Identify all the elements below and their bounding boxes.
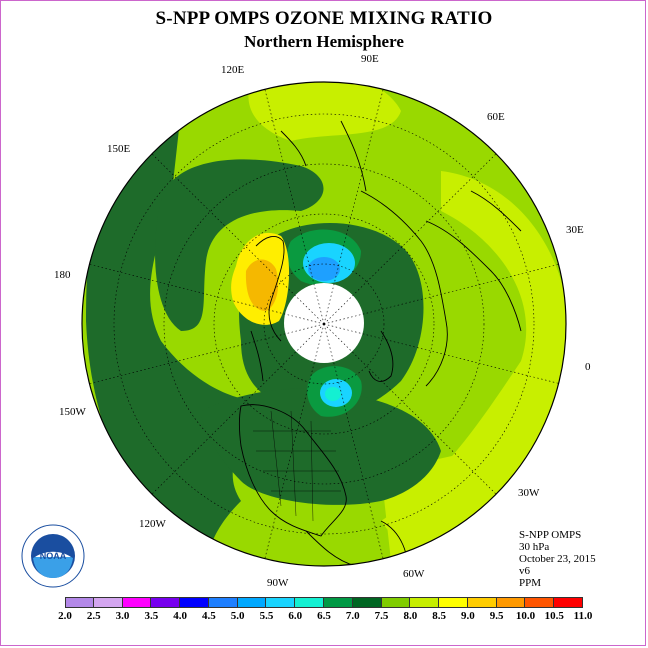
lon-label-120w: 120W bbox=[139, 518, 166, 530]
colorbar-cell bbox=[122, 597, 152, 608]
colorbar-tick-label: 4.0 bbox=[173, 610, 187, 622]
state-boundaries bbox=[253, 410, 341, 522]
lon-label-120e: 120E bbox=[221, 64, 245, 76]
info-units: PPM bbox=[519, 577, 542, 589]
lon-label-150w: 150W bbox=[59, 406, 86, 418]
coastlines bbox=[239, 120, 522, 566]
colorbar-cell bbox=[496, 597, 526, 608]
colorbar-cell bbox=[352, 597, 382, 608]
lon-label-60e: 60E bbox=[487, 111, 505, 123]
colorbar-tick-label: 2.0 bbox=[58, 610, 72, 622]
lon-label-0: 0 bbox=[585, 361, 591, 373]
colorbar-cell bbox=[324, 597, 353, 608]
ozone-region-7a bbox=[86, 111, 261, 566]
colorbar-cell bbox=[525, 597, 555, 608]
colorbar-tick-label: 2.5 bbox=[86, 610, 101, 622]
colorbar-cell bbox=[381, 597, 411, 608]
colorbar-tick-label: 6.0 bbox=[288, 610, 303, 622]
colorbar-cell bbox=[295, 597, 324, 608]
colorbar-tick-label: 6.5 bbox=[317, 610, 331, 622]
ozone-region-60 bbox=[325, 387, 341, 401]
noaa-logo-text: NOAA bbox=[40, 551, 67, 561]
lon-label-60w: 60W bbox=[403, 568, 425, 580]
colorbar-tick-label: 3.0 bbox=[115, 610, 130, 622]
colorbar-cell bbox=[554, 597, 583, 608]
lon-label-90w: 90W bbox=[267, 577, 289, 589]
info-instrument: S-NPP OMPS bbox=[519, 529, 582, 541]
colorbar-tick-label: 8.5 bbox=[432, 610, 446, 622]
info-version: v6 bbox=[519, 565, 530, 577]
colorbar-tick-label: 9.0 bbox=[461, 610, 475, 622]
colorbar-cell bbox=[410, 597, 440, 608]
colorbar-tick-label: 5.0 bbox=[230, 610, 245, 622]
ozone-region-8b bbox=[248, 82, 401, 141]
colorbar-cell bbox=[151, 597, 181, 608]
colorbar-cell bbox=[93, 597, 123, 608]
colorbar-tick-label: 10.0 bbox=[515, 610, 536, 622]
ozone-region-7b bbox=[155, 159, 324, 331]
colorbar-cell bbox=[439, 597, 468, 608]
colorbar-cell bbox=[237, 597, 267, 608]
info-date: October 23, 2015 bbox=[519, 553, 596, 565]
colorbar-tick-label: 9.5 bbox=[489, 610, 504, 622]
info-level: 30 hPa bbox=[519, 541, 550, 553]
meridian-lines bbox=[83, 82, 566, 566]
lon-label-90e: 90E bbox=[361, 53, 379, 65]
map-title: S-NPP OMPS OZONE MIXING RATIO bbox=[155, 8, 493, 29]
noaa-logo: NOAA bbox=[21, 524, 85, 588]
latitude-lines bbox=[113, 113, 535, 535]
colorbar-tick-label: 3.5 bbox=[144, 610, 159, 622]
colorbar-tick-label: 7.5 bbox=[374, 610, 389, 622]
colorbar-tick-label: 4.5 bbox=[202, 610, 216, 622]
lon-label-150e: 150E bbox=[107, 143, 131, 155]
colorbar-cell bbox=[180, 597, 209, 608]
colorbar-tick-label: 10.5 bbox=[544, 610, 564, 622]
lon-label-30w: 30W bbox=[518, 487, 540, 499]
map-subtitle: Northern Hemisphere bbox=[244, 32, 404, 51]
colorbar-tick-label: 7.0 bbox=[345, 610, 360, 622]
colorbar-tick-label: 5.5 bbox=[259, 610, 274, 622]
colorbar-cell bbox=[467, 597, 497, 608]
ozone-region-50 bbox=[308, 257, 340, 281]
map-boundary bbox=[81, 81, 567, 567]
colorbar-cell bbox=[208, 597, 238, 608]
ozone-region-90 bbox=[245, 259, 279, 311]
lon-label-180: 180 bbox=[54, 269, 71, 281]
colorbar-cell bbox=[266, 597, 296, 608]
lon-label-30e: 30E bbox=[566, 224, 584, 236]
colorbar-tick-label: 8.0 bbox=[403, 610, 418, 622]
colorbar bbox=[65, 597, 585, 609]
colorbar-cell bbox=[65, 597, 94, 608]
colorbar-tick-label: 11.0 bbox=[573, 610, 593, 622]
